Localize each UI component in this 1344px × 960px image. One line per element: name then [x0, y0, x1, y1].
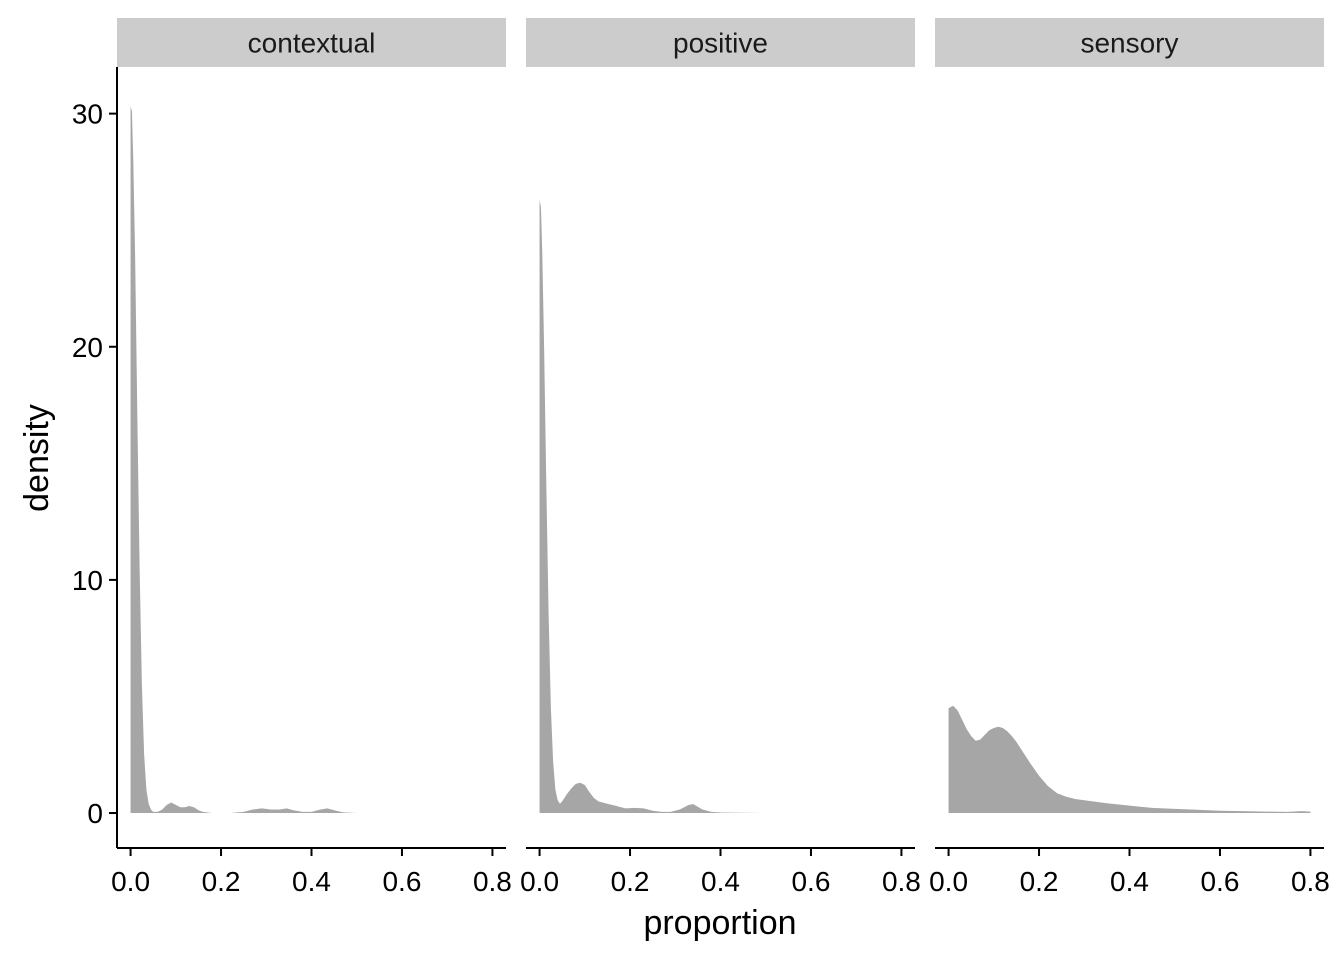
y-tick-label: 0 — [87, 798, 103, 829]
x-tick-label: 0.8 — [882, 866, 921, 897]
x-tick-label: 0.0 — [520, 866, 559, 897]
x-tick-label: 0.0 — [111, 866, 150, 897]
panel-contextual: contextual 0.0 0.2 0.4 0.6 0.8 — [111, 18, 512, 897]
density-area — [539, 199, 902, 814]
x-tick-label: 0.0 — [929, 866, 968, 897]
x-tick-label: 0.6 — [382, 866, 421, 897]
x-tick-label: 0.2 — [202, 866, 241, 897]
y-tick-label: 30 — [72, 99, 103, 130]
x-tick-label: 0.6 — [1200, 866, 1239, 897]
x-tick-label: 0.4 — [701, 866, 740, 897]
strip-label: positive — [673, 28, 768, 59]
x-axis-title: proportion — [643, 904, 796, 942]
panel-sensory: sensory 0.0 0.2 0.4 0.6 0.8 — [929, 18, 1330, 897]
x-tick-label: 0.6 — [791, 866, 830, 897]
strip-background — [526, 18, 915, 67]
density-area — [948, 705, 1311, 814]
y-axis: 0 10 20 30 — [72, 67, 118, 848]
x-tick-label: 0.4 — [1110, 866, 1149, 897]
density-area — [130, 106, 493, 814]
y-tick-label: 10 — [72, 565, 103, 596]
x-tick-label: 0.2 — [1020, 866, 1059, 897]
strip-background — [117, 18, 506, 67]
x-tick-label: 0.2 — [611, 866, 650, 897]
strip-background — [935, 18, 1324, 67]
x-tick-label: 0.4 — [292, 866, 331, 897]
panel-positive: positive 0.0 0.2 0.4 0.6 0.8 — [520, 18, 921, 897]
x-tick-label: 0.8 — [473, 866, 512, 897]
strip-label: contextual — [248, 28, 376, 59]
y-axis-title: density — [18, 404, 56, 512]
panels-layer: contextual 0.0 0.2 0.4 0.6 0.8 positive 0.0 0.2 0… — [111, 18, 1330, 897]
x-tick-label: 0.8 — [1291, 866, 1330, 897]
strip-label: sensory — [1080, 28, 1178, 59]
y-tick-label: 20 — [72, 332, 103, 363]
